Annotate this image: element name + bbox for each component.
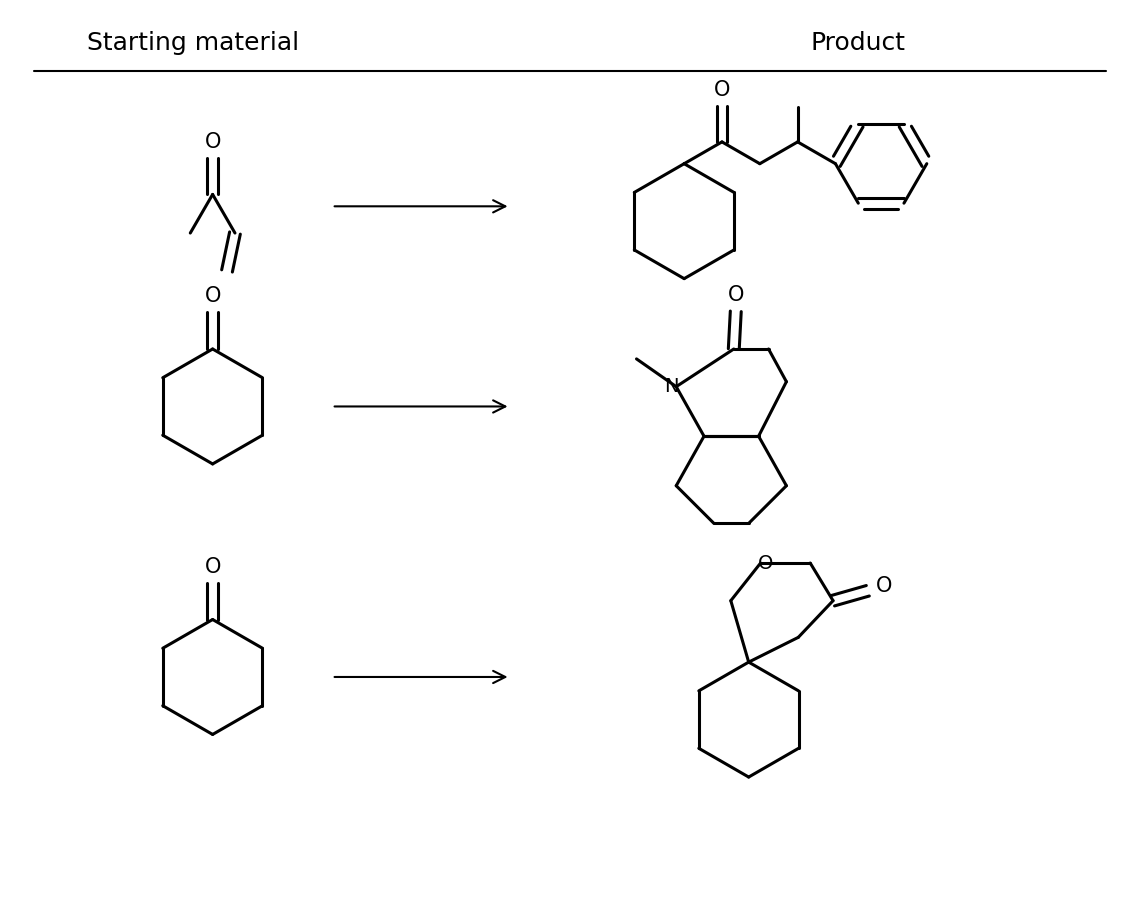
- Text: Product: Product: [810, 31, 906, 55]
- Text: N: N: [664, 377, 679, 396]
- Text: O: O: [204, 286, 221, 306]
- Text: O: O: [876, 576, 892, 596]
- Text: Starting material: Starting material: [87, 31, 298, 55]
- Text: O: O: [204, 132, 221, 152]
- Text: O: O: [757, 554, 773, 572]
- Text: O: O: [728, 285, 744, 305]
- Text: O: O: [714, 80, 730, 101]
- Text: O: O: [204, 557, 221, 577]
